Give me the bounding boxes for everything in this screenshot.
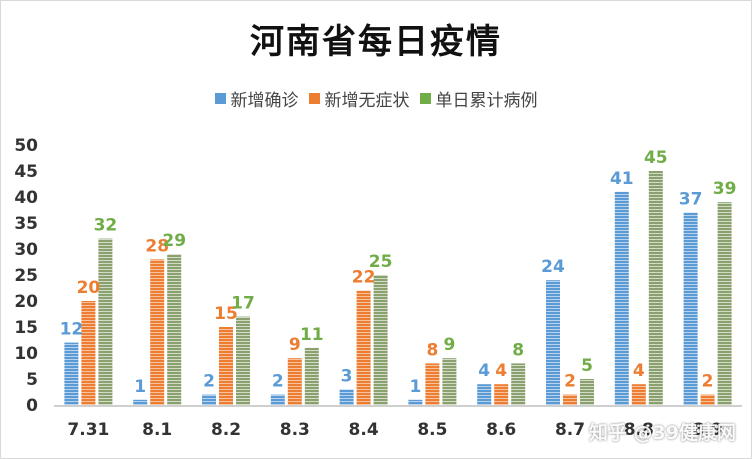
bar-cumulative — [442, 358, 457, 405]
data-label-asymptomatic: 22 — [352, 268, 376, 288]
data-label-confirmed: 12 — [60, 320, 84, 340]
data-label-confirmed: 2 — [203, 372, 215, 392]
y-tick-label: 40 — [14, 188, 38, 208]
y-tick-label: 25 — [14, 266, 38, 286]
data-label-confirmed: 2 — [272, 372, 284, 392]
data-label-asymptomatic: 20 — [77, 278, 101, 298]
bar-cumulative — [717, 202, 732, 405]
data-label-cumulative: 9 — [443, 335, 455, 355]
data-label-asymptomatic: 4 — [633, 361, 645, 381]
y-tick-label: 35 — [14, 214, 38, 234]
y-tick-label: 30 — [14, 240, 38, 260]
data-label-confirmed: 1 — [134, 377, 146, 397]
y-tick-label: 15 — [14, 318, 38, 338]
data-label-asymptomatic: 15 — [214, 304, 238, 324]
bar-cumulative — [373, 275, 388, 405]
data-label-asymptomatic: 2 — [702, 372, 714, 392]
data-label-confirmed: 4 — [478, 361, 490, 381]
data-label-asymptomatic: 2 — [564, 372, 576, 392]
x-tick-label: 7.31 — [67, 420, 109, 440]
legend-swatch-cumulative — [419, 93, 431, 104]
bar-cumulative — [98, 238, 113, 405]
data-label-confirmed: 24 — [541, 257, 565, 277]
data-label-cumulative: 8 — [512, 340, 524, 360]
data-label-cumulative: 17 — [231, 294, 255, 314]
bar-cumulative — [648, 171, 663, 405]
chart-title: 河南省每日疫情 — [250, 22, 502, 62]
bar-confirmed — [614, 191, 629, 405]
data-label-confirmed: 1 — [409, 377, 421, 397]
bar-cumulative — [304, 347, 319, 405]
legend-label-asymptomatic: 新增无症状 — [324, 91, 410, 111]
bar-asymptomatic — [81, 301, 96, 405]
bar-confirmed — [546, 280, 560, 405]
data-label-cumulative: 29 — [162, 231, 186, 251]
x-tick-label: 8.3 — [280, 420, 310, 440]
bar-asymptomatic — [150, 259, 165, 405]
x-tick-label: 8.8 — [624, 420, 654, 440]
legend-label-cumulative: 单日累计病例 — [435, 91, 538, 111]
watermark: 知乎 @39健康网 — [588, 422, 736, 444]
y-tick-label: 50 — [14, 136, 38, 156]
data-label-cumulative: 32 — [94, 216, 118, 236]
bar-asymptomatic — [287, 358, 302, 405]
data-label-cumulative: 11 — [300, 325, 324, 345]
bar-cumulative — [511, 363, 526, 405]
data-label-asymptomatic: 9 — [289, 335, 301, 355]
bar-asymptomatic — [425, 363, 440, 405]
legend-swatch-asymptomatic — [308, 93, 320, 104]
bar-asymptomatic — [700, 394, 715, 405]
x-tick-label: 8.6 — [486, 420, 516, 440]
x-tick-label: 8.7 — [555, 420, 585, 440]
y-tick-label: 5 — [26, 370, 38, 390]
bars — [64, 171, 732, 405]
y-tick-label: 10 — [14, 344, 38, 364]
bar-asymptomatic — [219, 327, 233, 405]
bar-confirmed — [683, 212, 698, 405]
bar-confirmed — [477, 384, 492, 405]
data-label-cumulative: 45 — [644, 148, 668, 168]
bar-asymptomatic — [356, 290, 371, 405]
data-label-cumulative: 39 — [713, 179, 737, 199]
legend-item-asymptomatic: 新增无症状 — [308, 86, 410, 111]
bar-asymptomatic — [631, 384, 646, 405]
y-tick-label: 0 — [26, 396, 38, 416]
legend-item-confirmed: 新增确诊 — [214, 86, 299, 111]
data-label-confirmed: 3 — [341, 366, 353, 386]
bar-confirmed — [339, 389, 354, 405]
bar-confirmed — [64, 342, 79, 405]
data-label-confirmed: 37 — [679, 190, 703, 210]
data-label-asymptomatic: 4 — [495, 361, 507, 381]
bar-cumulative — [167, 254, 182, 405]
bar-cumulative — [236, 316, 250, 405]
bar-confirmed — [270, 394, 285, 405]
x-tick-label: 8.9 — [693, 420, 723, 440]
bar-confirmed — [202, 394, 216, 405]
x-tick-label: 8.1 — [142, 420, 172, 440]
bar-asymptomatic — [563, 394, 577, 405]
bar-confirmed — [133, 399, 148, 405]
legend-item-cumulative: 单日累计病例 — [419, 86, 538, 111]
x-tick-label: 8.5 — [417, 420, 447, 440]
data-label-cumulative: 5 — [581, 356, 593, 376]
bar-asymptomatic — [494, 384, 509, 405]
legend-swatch-confirmed — [214, 93, 226, 104]
data-label-asymptomatic: 8 — [426, 340, 438, 360]
y-tick-label: 20 — [14, 292, 38, 312]
x-tick-label: 8.4 — [349, 420, 379, 440]
bar-confirmed — [408, 399, 423, 405]
y-tick-label: 45 — [14, 162, 38, 182]
chart-legend: 新增确诊 新增无症状 单日累计病例 — [0, 86, 752, 111]
y-axis: 0 5 10 15 20 25 30 35 40 45 50 — [14, 136, 38, 416]
data-label-asymptomatic: 28 — [145, 236, 169, 256]
bar-cumulative — [580, 379, 594, 405]
x-tick-label: 8.2 — [211, 420, 241, 440]
x-axis: 7.31 8.1 8.2 8.3 8.4 8.5 8.6 8.7 8.8 8.9 — [54, 405, 742, 440]
legend-label-confirmed: 新增确诊 — [230, 91, 299, 111]
data-label-confirmed: 41 — [610, 169, 634, 189]
data-label-cumulative: 25 — [369, 252, 393, 272]
